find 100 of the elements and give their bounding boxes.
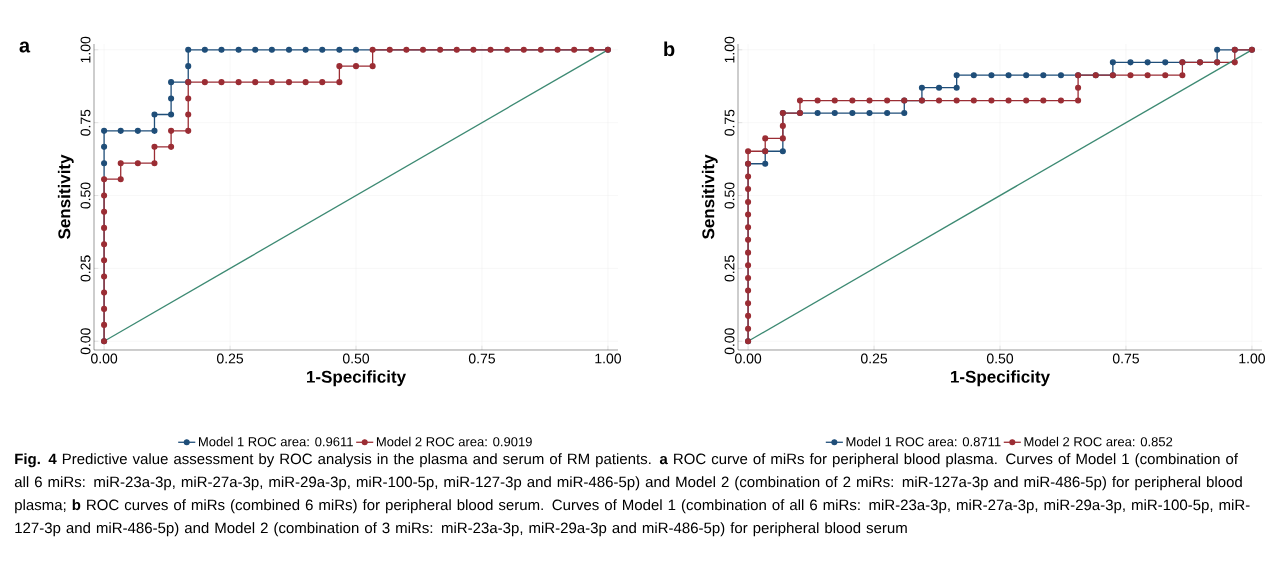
point [988, 97, 995, 104]
point [101, 208, 108, 215]
point [201, 79, 208, 86]
point [285, 46, 293, 53]
point [1057, 97, 1065, 104]
point [101, 305, 108, 312]
legend-label: Model 2 ROC area: 0.9019 [376, 436, 532, 447]
point [1127, 59, 1134, 66]
point [117, 160, 124, 167]
y-axis-title: Sensitivity [57, 154, 74, 240]
point [168, 143, 175, 150]
point [745, 300, 752, 307]
point [134, 160, 141, 167]
point [235, 46, 242, 53]
point [369, 46, 376, 53]
point [302, 46, 309, 53]
x-tick-label: 1.00 [595, 353, 622, 364]
point [101, 321, 108, 328]
point [419, 46, 427, 53]
point [185, 111, 192, 118]
point [101, 241, 108, 248]
legend-label: Model 1 ROC area: 0.9611 [198, 436, 353, 447]
point [953, 84, 960, 91]
point [866, 110, 873, 117]
point [1023, 72, 1030, 79]
legend-label: Model 2 ROC area: 0.852 [1024, 436, 1173, 447]
point [745, 249, 752, 256]
point [504, 46, 511, 53]
point [745, 262, 752, 269]
point [1162, 72, 1169, 79]
point [866, 97, 873, 104]
point [1179, 72, 1186, 79]
point [168, 127, 175, 134]
point [1040, 72, 1047, 79]
point [185, 63, 192, 70]
point [1075, 84, 1082, 91]
point [168, 95, 175, 102]
point [1127, 72, 1134, 79]
chart-title: a [19, 41, 31, 53]
point [101, 289, 108, 296]
x-tick-label: 0.25 [860, 353, 888, 364]
point [151, 143, 158, 150]
point [849, 97, 856, 104]
point [1109, 59, 1116, 66]
point [386, 46, 393, 53]
point [201, 46, 208, 53]
y-axis-title: Sensitivity [701, 154, 718, 240]
point [453, 46, 460, 53]
point [571, 46, 578, 53]
point [268, 79, 275, 86]
y-tick-label: 0.50 [80, 182, 91, 209]
point [185, 127, 192, 134]
point [1144, 59, 1151, 66]
point [745, 274, 752, 282]
point [352, 63, 360, 70]
point [745, 325, 752, 332]
point [168, 111, 175, 118]
point [745, 224, 752, 231]
point [403, 46, 410, 53]
x-tick-label: 0.50 [986, 353, 1014, 364]
point [101, 257, 108, 264]
chart-title: b [664, 41, 675, 57]
point [953, 97, 960, 104]
point [218, 46, 225, 53]
y-tick-label: 0.50 [724, 182, 735, 209]
point [218, 79, 225, 86]
point [117, 127, 124, 134]
point [268, 46, 275, 53]
x-axis-title: 1-Specificity [951, 370, 1050, 387]
point [762, 135, 769, 142]
point [319, 79, 326, 86]
point [185, 95, 192, 102]
point [537, 46, 544, 53]
point [319, 46, 326, 53]
x-tick-label: 0.00 [91, 353, 118, 364]
point [745, 148, 752, 155]
point [101, 224, 108, 231]
y-tick-label: 0.25 [80, 255, 91, 282]
point [252, 79, 259, 86]
point [285, 79, 293, 86]
point [151, 160, 158, 167]
point [745, 198, 752, 205]
point [1144, 72, 1151, 79]
point [302, 79, 309, 86]
x-tick-label: 0.75 [1112, 353, 1139, 364]
y-tick-label: 1.00 [80, 36, 91, 63]
y-tick-label: 0.75 [80, 109, 91, 136]
point [134, 127, 141, 134]
y-tick-label: 1.00 [724, 36, 735, 63]
point [101, 176, 108, 183]
point [884, 110, 891, 117]
point [970, 97, 977, 104]
point [1057, 72, 1065, 79]
point [369, 63, 376, 70]
point [1075, 97, 1082, 104]
point [745, 186, 752, 193]
x-tick-label: 1.00 [1239, 353, 1265, 364]
point [970, 72, 977, 79]
point [336, 79, 343, 86]
point [554, 46, 561, 53]
